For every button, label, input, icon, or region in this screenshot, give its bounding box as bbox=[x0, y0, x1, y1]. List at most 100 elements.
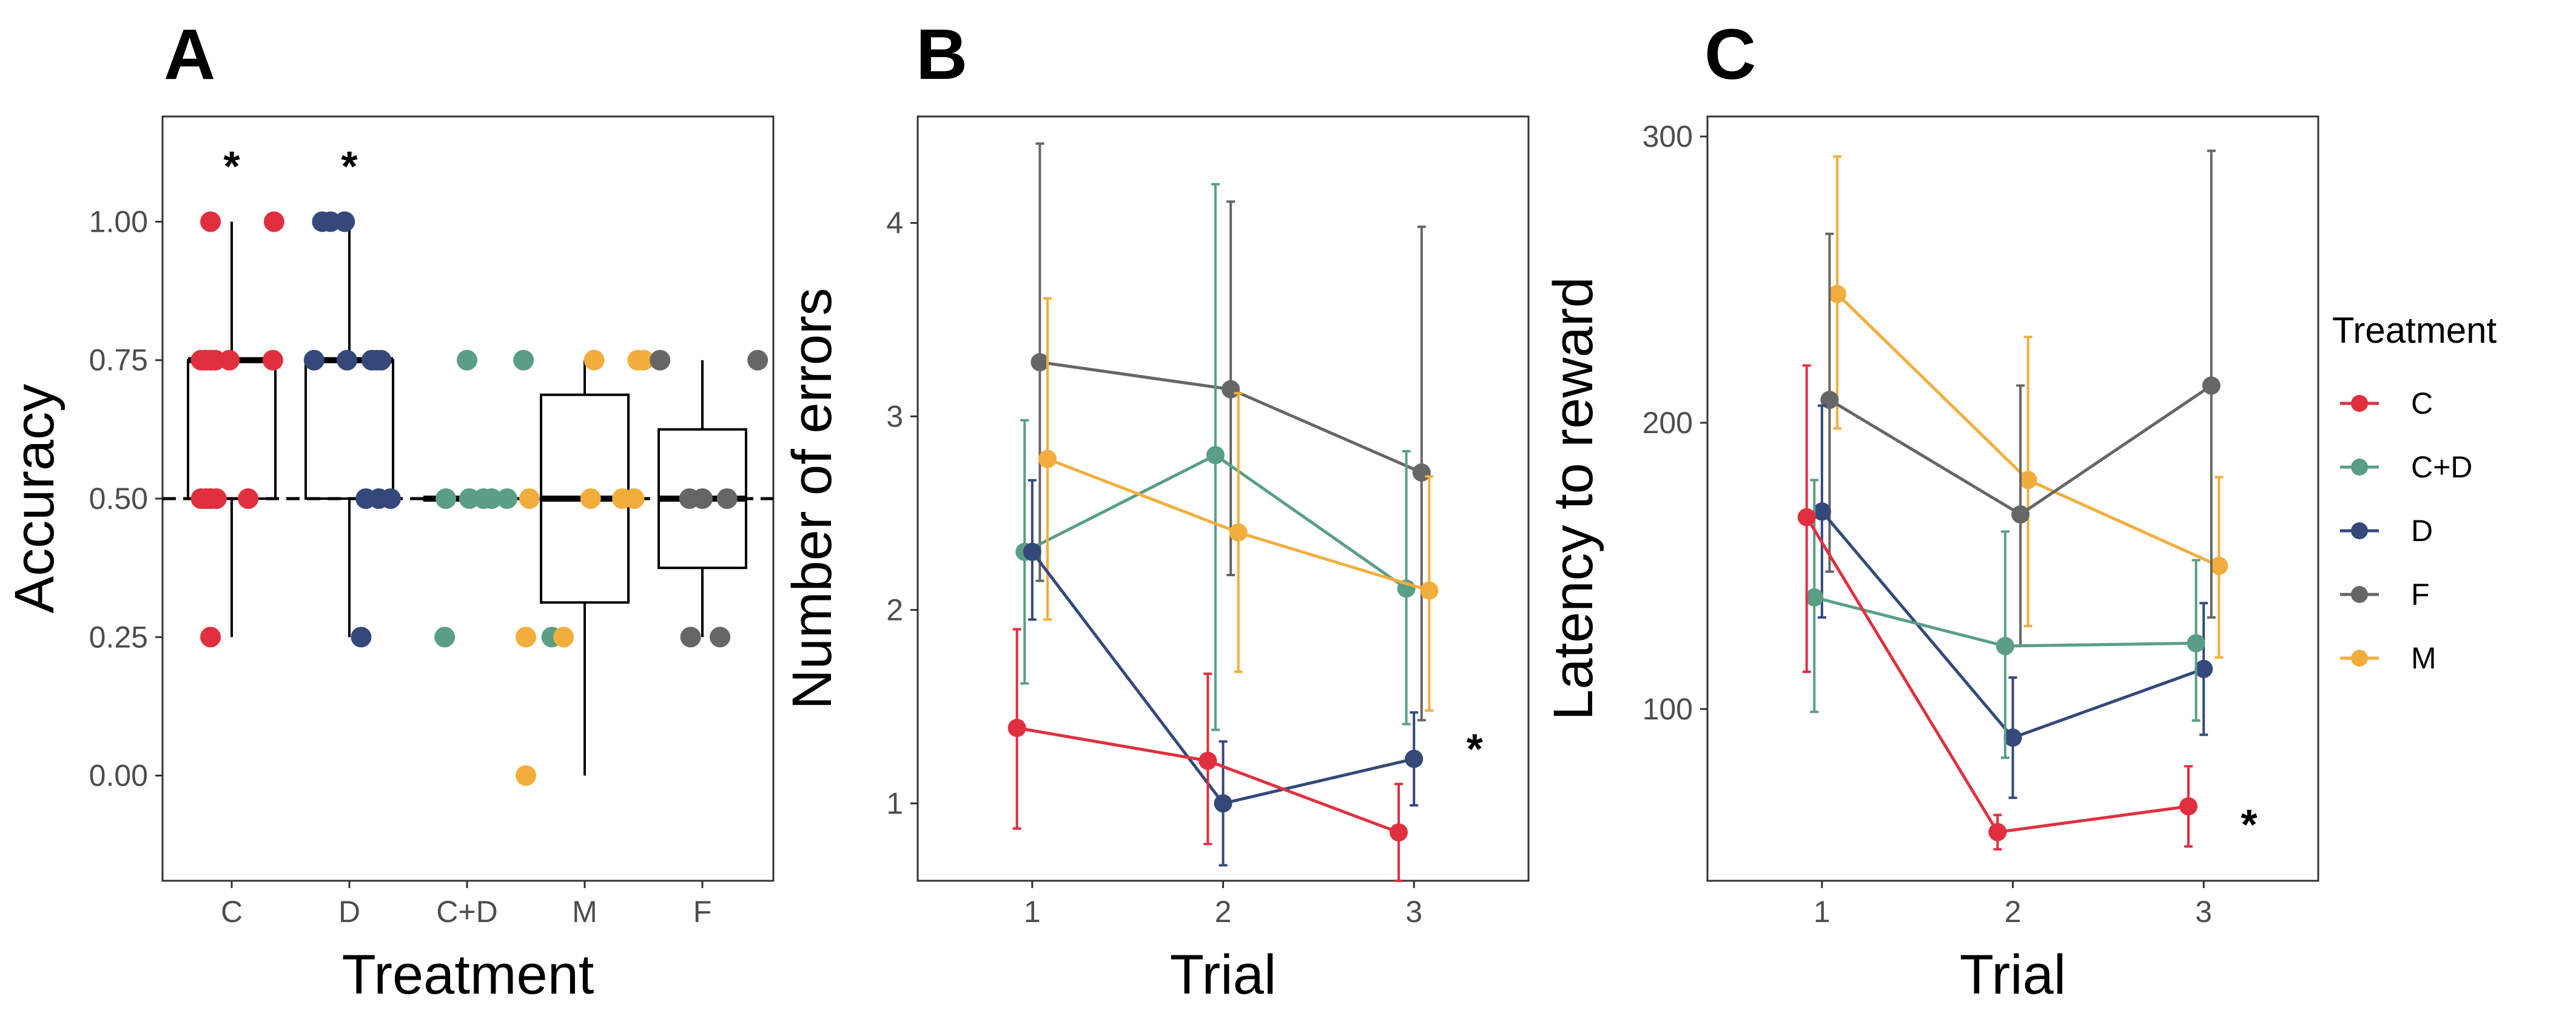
point-m bbox=[624, 488, 645, 509]
data-point bbox=[1199, 752, 1217, 770]
panel-letter-b: B bbox=[916, 15, 967, 95]
panel-a-accuracy-boxplot: 0.00 0.25 0.50 0.75 1.00 C D C+D M F Treatment Accu… bbox=[4, 115, 775, 1006]
point-m bbox=[516, 765, 536, 786]
box-d bbox=[304, 221, 394, 638]
point-c bbox=[200, 211, 221, 232]
point-d bbox=[371, 349, 392, 371]
y-tick-label: 1.00 bbox=[89, 204, 148, 238]
x-axis-title: Trial bbox=[1170, 944, 1276, 1006]
legend-label: C+D bbox=[2411, 450, 2472, 484]
y-axis-title: Number of errors bbox=[781, 288, 843, 709]
x-tick-label: C bbox=[221, 895, 243, 929]
legend-item-cplusd: C+D bbox=[2340, 450, 2472, 484]
point-c bbox=[238, 488, 259, 509]
significance-star-d: * bbox=[341, 143, 358, 190]
data-point bbox=[1023, 542, 1041, 561]
box-rect bbox=[304, 359, 394, 500]
point-cplusd bbox=[457, 349, 477, 371]
point-c bbox=[200, 627, 221, 648]
series-d bbox=[1812, 404, 2213, 800]
point-d bbox=[351, 627, 372, 648]
legend-key-point bbox=[2351, 395, 2368, 412]
legend-item-m: M bbox=[2340, 641, 2436, 675]
point-f bbox=[692, 488, 713, 509]
y-tick-label: 4 bbox=[886, 206, 903, 240]
box-rect bbox=[187, 359, 277, 500]
data-point bbox=[2210, 556, 2228, 575]
x-tick-label: 3 bbox=[2195, 895, 2212, 929]
point-d bbox=[380, 488, 401, 509]
legend-item-d: D bbox=[2340, 514, 2433, 548]
point-cplusd bbox=[435, 488, 457, 509]
panel-letter-a: A bbox=[164, 15, 215, 95]
x-tick-label: M bbox=[572, 895, 597, 929]
y-tick-label: 2 bbox=[886, 593, 903, 627]
point-d bbox=[337, 349, 358, 371]
box-c bbox=[187, 221, 277, 638]
series-d bbox=[1023, 479, 1424, 867]
point-cplusd bbox=[496, 488, 517, 509]
point-c bbox=[262, 349, 283, 371]
x-axis-title: Treatment bbox=[342, 944, 594, 1006]
data-point bbox=[2194, 659, 2213, 678]
panel-letter-c: C bbox=[1704, 15, 1756, 95]
significance-star: * bbox=[1467, 726, 1484, 773]
data-point bbox=[2187, 634, 2205, 653]
panel-c-latency-line-chart: 100 200 300 1 2 3 Trial Latency to reward * bbox=[1542, 115, 2319, 1006]
legend-title: Treatment bbox=[2332, 310, 2497, 351]
data-point bbox=[2003, 729, 2022, 747]
series-c bbox=[1007, 628, 1408, 882]
point-cplusd bbox=[434, 627, 456, 648]
data-point bbox=[2202, 376, 2221, 395]
series-cplusd bbox=[1805, 479, 2205, 759]
data-point bbox=[1805, 588, 1824, 607]
series-cplusd bbox=[1015, 183, 1416, 732]
point-cplusd bbox=[459, 488, 480, 509]
data-point bbox=[1412, 463, 1431, 482]
point-f bbox=[650, 349, 671, 371]
data-point bbox=[1390, 823, 1408, 842]
legend-key-point bbox=[2351, 586, 2368, 603]
series-m bbox=[1828, 155, 2228, 659]
legend-item-f: F bbox=[2340, 577, 2430, 611]
legend-item-c: C bbox=[2340, 386, 2433, 420]
significance-star-c: * bbox=[223, 143, 240, 190]
point-m bbox=[519, 488, 540, 509]
data-point bbox=[1405, 750, 1424, 769]
x-tick-label: 3 bbox=[1405, 895, 1422, 929]
y-tick-label: 0.50 bbox=[89, 482, 148, 516]
x-tick-label: 2 bbox=[1215, 895, 1232, 929]
x-axis-title: Trial bbox=[1960, 944, 2066, 1006]
y-tick-label: 0.25 bbox=[89, 620, 148, 654]
series-m bbox=[1038, 297, 1439, 712]
box-m bbox=[540, 360, 630, 776]
data-point bbox=[1214, 794, 1233, 813]
data-point bbox=[1222, 380, 1240, 399]
data-point bbox=[1206, 446, 1225, 465]
data-point bbox=[1007, 719, 1026, 737]
y-tick-label: 3 bbox=[886, 399, 903, 433]
data-point bbox=[1031, 353, 1049, 372]
x-tick-label: F bbox=[693, 895, 712, 929]
point-f bbox=[716, 488, 738, 509]
y-tick-label: 100 bbox=[1643, 692, 1693, 726]
data-point bbox=[2179, 797, 2198, 816]
data-point bbox=[1420, 581, 1439, 600]
legend-key-point bbox=[2351, 522, 2368, 539]
point-f bbox=[680, 627, 701, 648]
series-f bbox=[1031, 142, 1431, 722]
y-axis-title: Latency to reward bbox=[1542, 277, 1604, 720]
point-c bbox=[219, 349, 240, 371]
point-m bbox=[580, 488, 601, 509]
significance-star: * bbox=[2241, 801, 2258, 848]
point-m bbox=[553, 627, 574, 648]
x-tick-label: 2 bbox=[2005, 895, 2022, 929]
point-f bbox=[710, 627, 731, 648]
point-m bbox=[583, 349, 605, 371]
x-tick-label: D bbox=[338, 895, 360, 929]
point-f bbox=[747, 349, 768, 371]
series-c bbox=[1797, 364, 2198, 851]
legend-label: F bbox=[2411, 577, 2430, 611]
x-tick-label: 1 bbox=[1024, 895, 1041, 929]
